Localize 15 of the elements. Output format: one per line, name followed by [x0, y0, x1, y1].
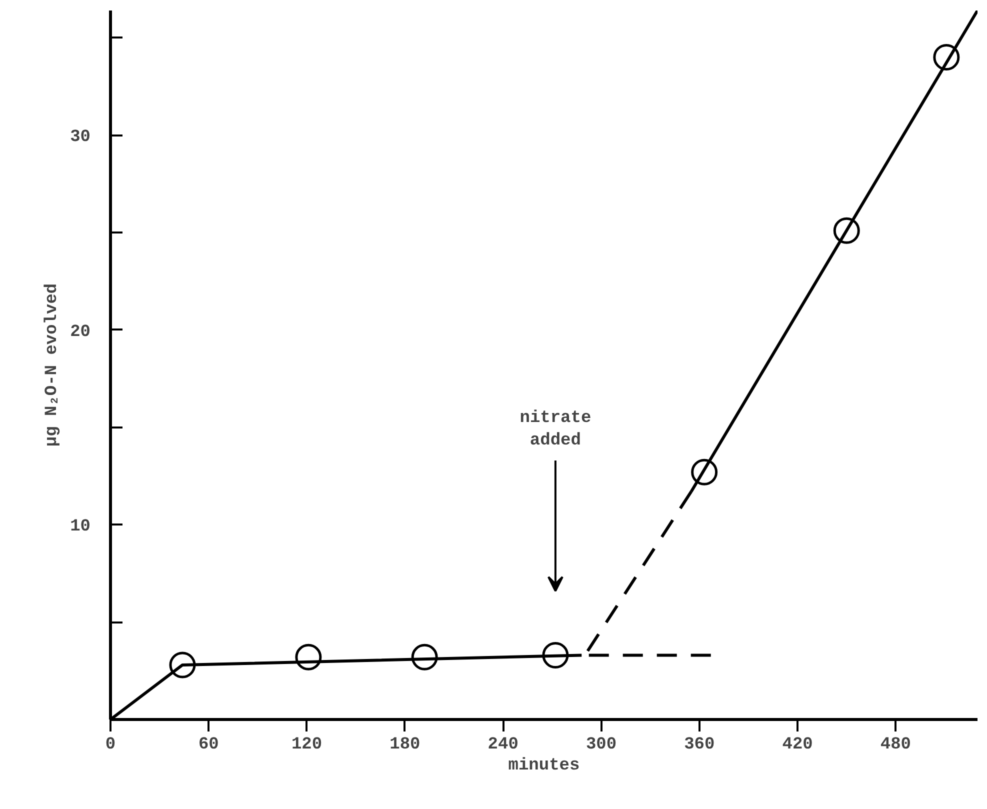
x-tick-label: 360 [684, 736, 715, 754]
x-tick-label: 240 [488, 736, 518, 754]
x-tick-label: 300 [586, 736, 617, 754]
x-tick-label: 60 [198, 736, 219, 754]
x-tick-label: 0 [105, 736, 116, 754]
y-tick-label: 10 [70, 518, 91, 537]
annotation: nitrate added [520, 408, 592, 451]
y-tick-label: 20 [70, 322, 91, 342]
x-tick-label: 120 [292, 736, 322, 754]
x-tick-label: 180 [390, 736, 420, 754]
x-tick-label: 420 [782, 736, 813, 754]
y-axis-title: µg N₂O-N evolved [43, 283, 62, 447]
y-tick-label: 30 [70, 128, 91, 148]
x-axis-title: minutes [508, 756, 580, 776]
x-tick-label: 480 [880, 736, 912, 754]
